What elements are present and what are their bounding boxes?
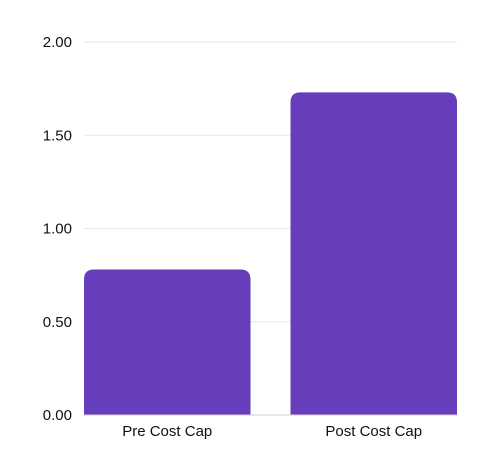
y-tick-label: 1.00	[43, 221, 72, 238]
y-tick-label: 2.00	[43, 34, 72, 51]
y-tick-label: 0.50	[43, 314, 72, 331]
bar-post-cost-cap	[290, 92, 457, 415]
y-tick-label: 1.50	[43, 127, 72, 144]
bar-pre-cost-cap	[84, 269, 251, 415]
y-axis-ticks: 0.00 0.50 1.00 1.50 2.00	[43, 34, 72, 424]
x-tick-label: Post Cost Cap	[325, 423, 422, 440]
bars	[84, 92, 457, 415]
x-tick-label: Pre Cost Cap	[122, 423, 212, 440]
x-axis-ticks: Pre Cost Cap Post Cost Cap	[122, 423, 422, 440]
y-tick-label: 0.00	[43, 407, 72, 424]
